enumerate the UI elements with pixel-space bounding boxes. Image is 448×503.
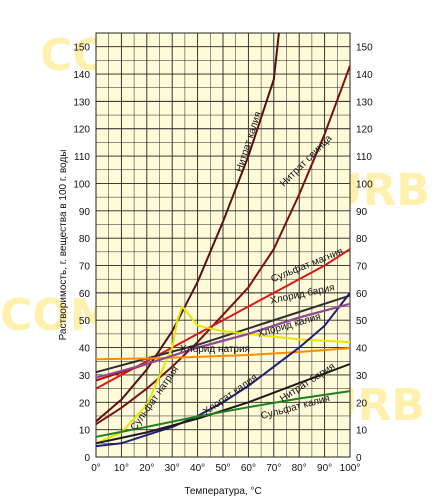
tick-labels: 0° 10° 20° 30° 40° 50° 60° 70° 80° 90° 100°0 010 102…: [73, 43, 373, 474]
x-tick-label: 20°: [139, 463, 154, 474]
y-tick-label-left: 40: [79, 344, 91, 355]
y-tick-label-left: 10: [79, 426, 91, 437]
series-line: [95, 65, 351, 426]
series-line: [95, 390, 351, 438]
y-tick-label-right: 100: [356, 179, 373, 190]
y-tick-label-left: 90: [79, 207, 91, 218]
watermark-text: COM: [0, 290, 113, 341]
x-tick-label: 70°: [266, 463, 281, 474]
series-line: [95, 363, 351, 445]
y-tick-label-left: 70: [79, 262, 91, 273]
x-tick-label: 90°: [317, 463, 332, 474]
grid: [95, 32, 351, 458]
x-tick-label: 0°: [91, 463, 101, 474]
y-tick-label-right: 40: [356, 344, 368, 355]
series-line: [95, 347, 351, 361]
y-tick-label-left: 80: [79, 234, 91, 245]
y-tick-label-right: 0: [356, 453, 362, 464]
x-tick-label: 40°: [190, 463, 205, 474]
x-tick-label: 80°: [292, 463, 307, 474]
series-line: [95, 302, 351, 379]
y-tick-label-left: 30: [79, 371, 91, 382]
y-axis-title: Растворимость, г. вещества в 100 г. воды: [58, 150, 69, 341]
y-tick-label-right: 10: [356, 426, 368, 437]
y-tick-label-right: 80: [356, 234, 368, 245]
y-tick-label-left: 110: [74, 152, 90, 163]
series-line: [95, 292, 351, 448]
y-tick-label-left: 100: [73, 179, 90, 190]
x-tick-label: 30°: [165, 463, 180, 474]
y-tick-label-right: 70: [356, 262, 368, 273]
y-tick-label-left: 0: [84, 453, 90, 464]
x-axis-title: Температура, °С: [184, 486, 261, 497]
y-tick-label-left: 140: [73, 70, 90, 81]
y-tick-label-right: 140: [356, 70, 373, 81]
y-tick-label-left: 50: [79, 316, 91, 327]
y-tick-label-left: 150: [73, 43, 90, 54]
y-tick-label-left: 120: [73, 125, 90, 136]
y-tick-label-right: 130: [356, 97, 373, 108]
x-tick-label: 100°: [340, 463, 361, 474]
y-tick-label-right: 60: [356, 289, 368, 300]
y-tick-label-right: 110: [356, 152, 372, 163]
x-tick-label: 10°: [114, 463, 129, 474]
series-layer: [95, 32, 351, 448]
y-tick-label-left: 130: [73, 97, 90, 108]
series-line: [95, 32, 280, 423]
curve-label: Хлорид натрия: [180, 344, 250, 355]
y-tick-label-left: 20: [79, 398, 91, 409]
y-tick-label-right: 150: [356, 43, 373, 54]
y-tick-label-right: 50: [356, 316, 368, 327]
series-line: [95, 294, 351, 374]
y-tick-label-right: 120: [356, 125, 373, 136]
series-line: [95, 305, 351, 445]
y-tick-label-right: 30: [356, 371, 368, 382]
x-tick-label: 50°: [215, 463, 230, 474]
y-tick-label-right: 20: [356, 398, 368, 409]
y-tick-label-right: 90: [356, 207, 368, 218]
x-tick-label: 60°: [241, 463, 256, 474]
y-tick-label-left: 60: [79, 289, 91, 300]
